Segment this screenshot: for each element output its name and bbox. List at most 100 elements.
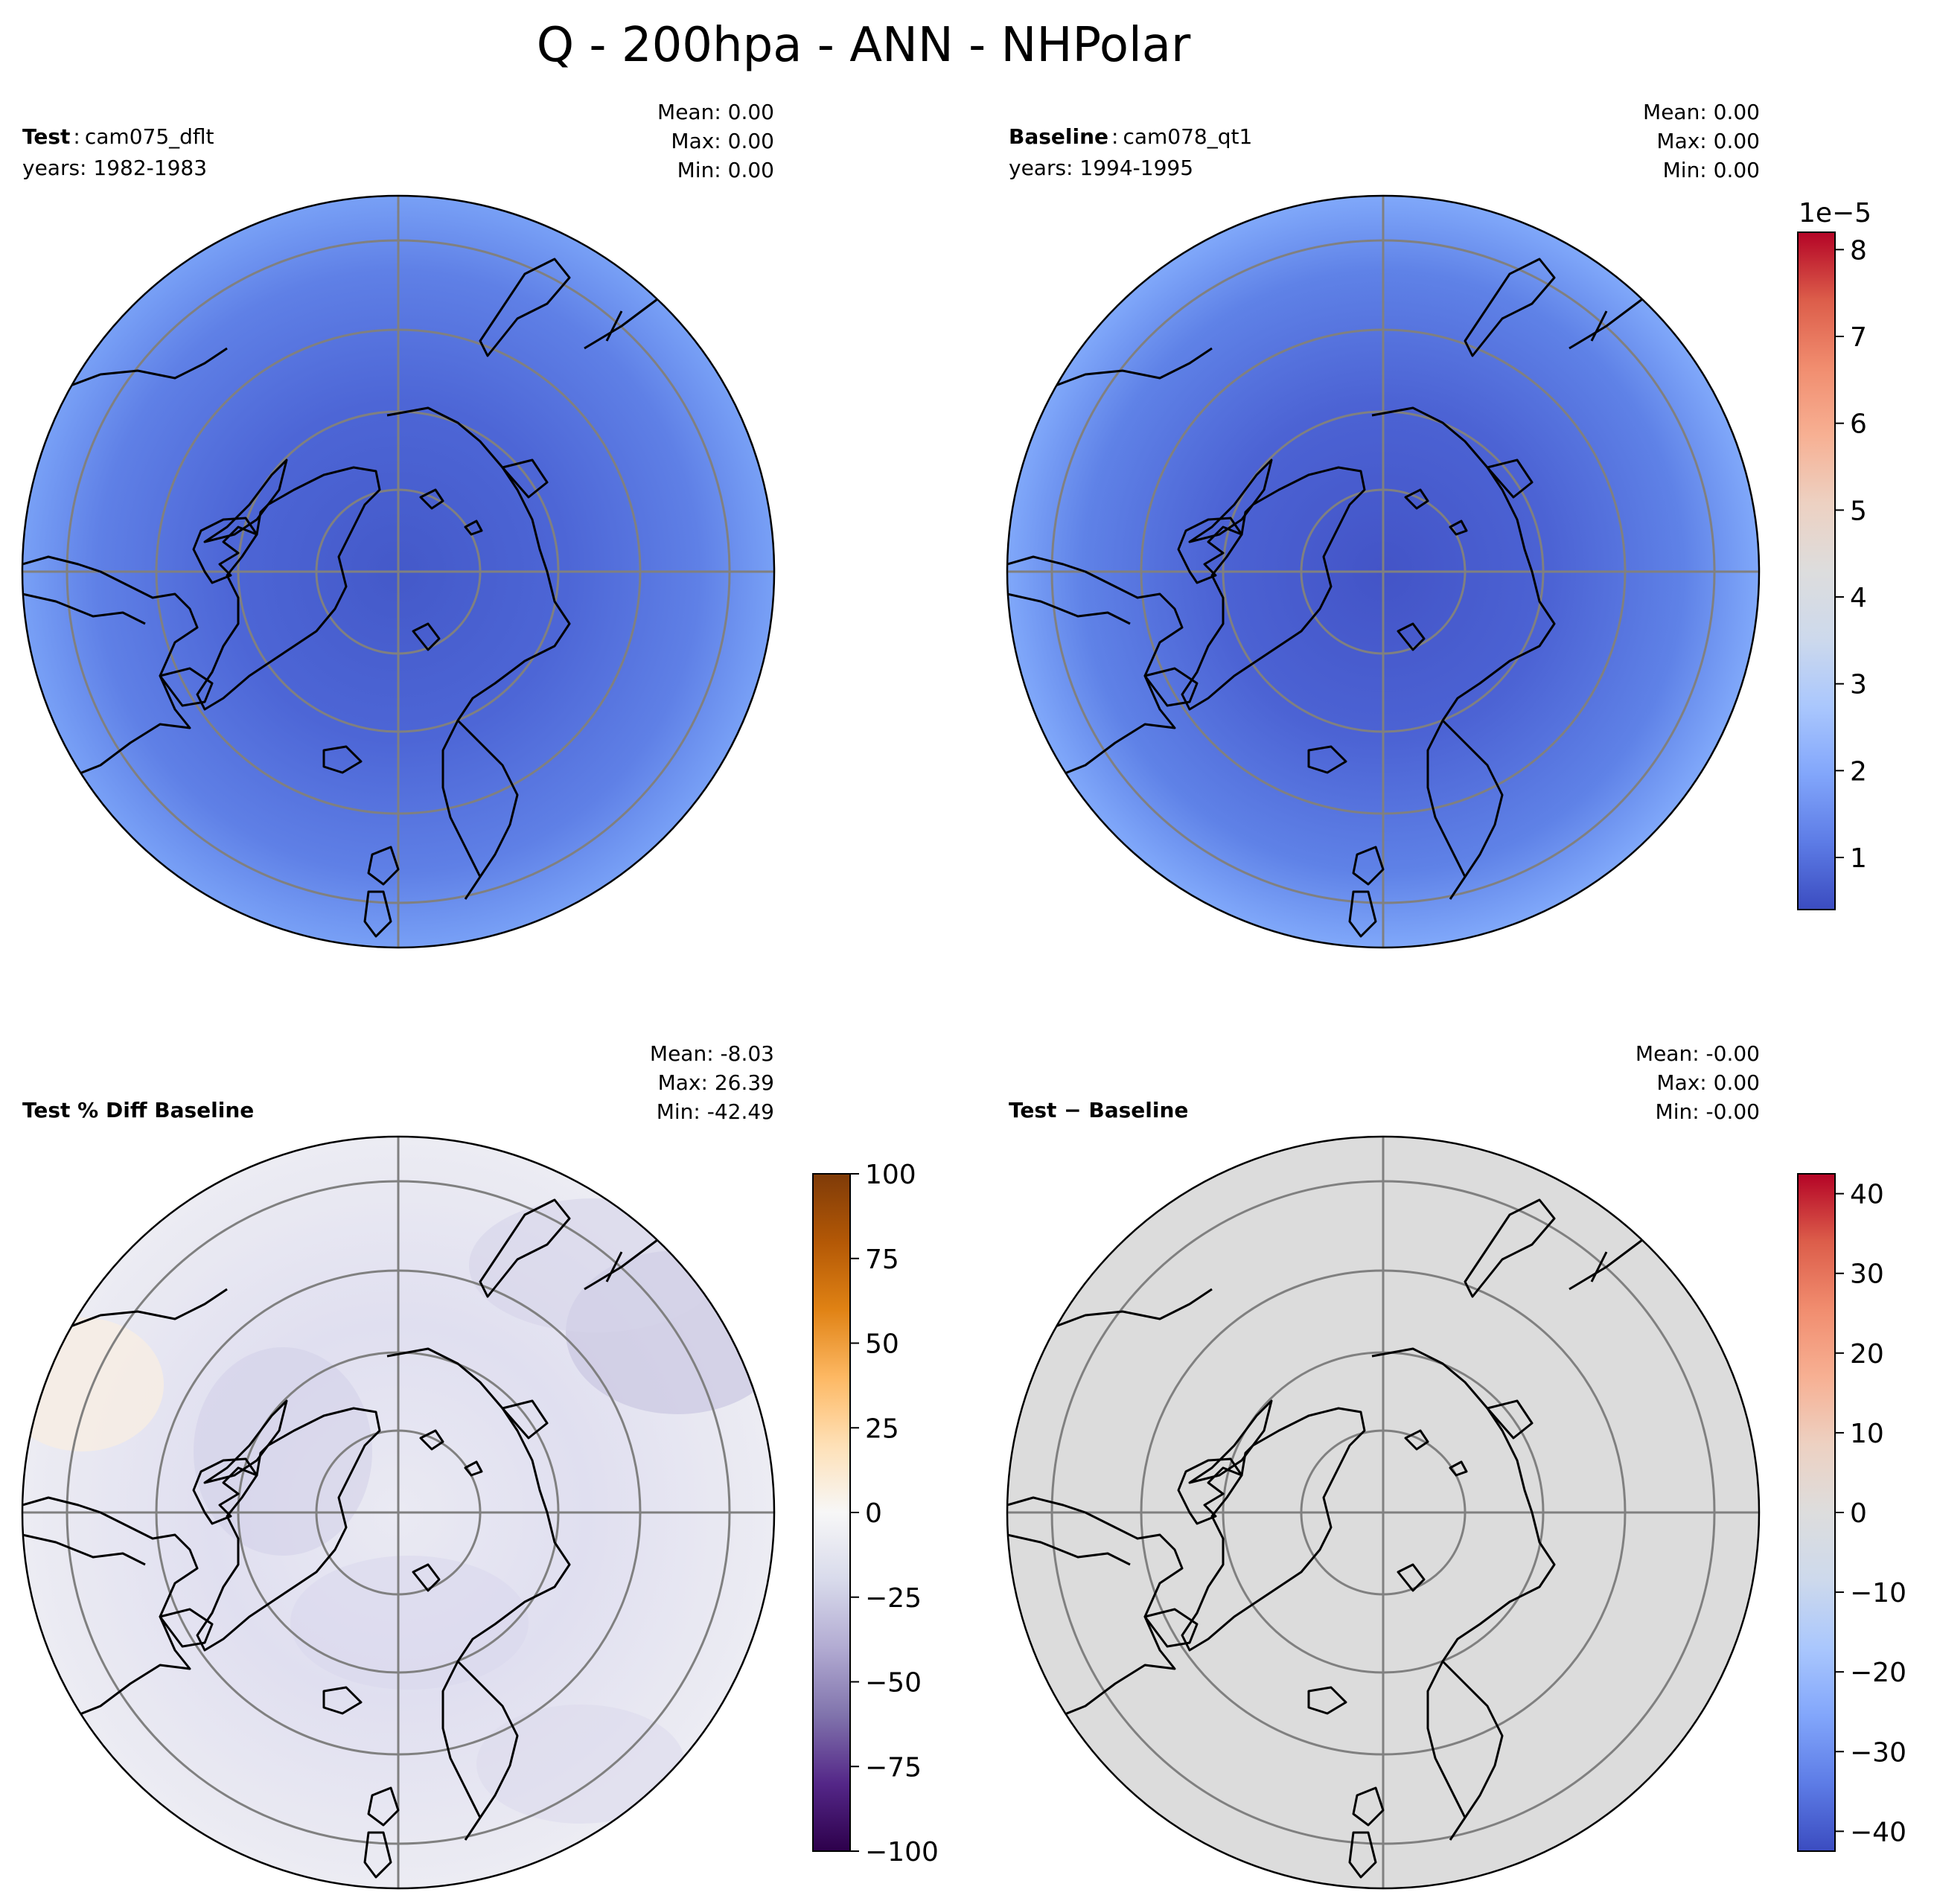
colorbar-tick-label: 10 — [1850, 1419, 1884, 1449]
coastlines — [22, 1198, 712, 1879]
panel-test-max: Max: 0.00 — [671, 129, 774, 153]
panel-baseline-title-bold: Baseline — [1009, 124, 1108, 149]
colorbar-tick-label: 0 — [1850, 1498, 1867, 1529]
panel-diff-mean: Mean: -0.00 — [1636, 1041, 1760, 1066]
coastline — [1397, 1563, 1426, 1592]
coastline — [1441, 719, 1504, 900]
colorbar-tick-label: 6 — [1850, 409, 1867, 440]
panel-baseline-boundary — [1006, 194, 1761, 949]
colorbar-tick-label: −50 — [865, 1668, 922, 1699]
panel-diff-max: Max: 0.00 — [1656, 1070, 1760, 1095]
colorbar-tick-label: 50 — [865, 1329, 899, 1360]
panel-diff-title: Test − Baseline — [1009, 1098, 1188, 1122]
coastline — [322, 745, 363, 774]
map-overlay — [22, 1137, 774, 1888]
panel-baseline-case: cam078_qt1 — [1123, 124, 1252, 149]
colorbar-tick-label: 3 — [1850, 670, 1867, 700]
panel-test-mean: Mean: 0.00 — [657, 100, 774, 124]
pct-diff-anomaly-n — [469, 1198, 722, 1332]
coastline — [386, 1347, 571, 1818]
coastline — [1143, 1608, 1199, 1648]
colorbar-tick-label: −30 — [1850, 1737, 1906, 1768]
coastline — [192, 1457, 258, 1525]
coastline — [1590, 1251, 1608, 1282]
pct-diff-anomaly-s — [290, 1556, 529, 1690]
coastline — [1348, 1831, 1377, 1879]
coastline — [1007, 1533, 1131, 1566]
coastline — [70, 1288, 228, 1328]
coastline — [367, 1786, 400, 1827]
map-overlay — [1007, 196, 1759, 948]
coastline — [1352, 846, 1385, 886]
coastline — [1404, 1429, 1429, 1451]
panel-test-years: years: 1982-1983 — [22, 156, 207, 180]
coastline — [203, 1399, 288, 1484]
coastlines — [1007, 258, 1697, 938]
colorbar-tick-label: −10 — [1850, 1578, 1906, 1609]
panel-test-title-sep: : — [73, 124, 80, 149]
panel-baseline-title-sep: : — [1111, 124, 1118, 149]
coastline — [1441, 1660, 1504, 1841]
coastline — [70, 347, 228, 387]
colorbar-ticks: 100 75 50 25 0 −25 −50 −75 −100 — [850, 1160, 939, 1868]
colorbar-tick-label: 1 — [1850, 843, 1867, 874]
coastline — [22, 1533, 146, 1566]
panel-test: Test: cam075_dflt years: 1982-1983 Mean: … — [21, 100, 776, 949]
coastline — [464, 520, 483, 536]
panel-test-min: Min: 0.00 — [677, 158, 774, 182]
panel-test-title: Test: cam075_dflt — [22, 124, 214, 149]
coastline — [322, 1686, 363, 1715]
panel-diff: Test − Baseline Mean: -0.00 Max: 0.00 Mi… — [1006, 1041, 1906, 1890]
coastline — [412, 622, 441, 651]
map-overlay — [1007, 1137, 1759, 1888]
coastline — [1307, 745, 1347, 774]
coastline — [412, 1563, 441, 1592]
coastline — [456, 719, 519, 900]
coastline — [1371, 1347, 1556, 1818]
colorbar-tick-label: 30 — [1850, 1259, 1884, 1290]
coastline — [1449, 520, 1468, 536]
colorbar-baseline: 1 2 3 4 5 6 7 8 1e−5 — [1797, 198, 1871, 910]
coastline — [196, 466, 381, 711]
coastline — [386, 406, 571, 878]
coastline — [456, 1660, 519, 1841]
coastline — [22, 592, 146, 625]
panel-pct-diff: Test % Diff Baseline Mean: -8.03 Max: 26… — [21, 1041, 939, 1890]
colorbar-tick-label: 100 — [865, 1160, 916, 1190]
colorbar-tick-label: −40 — [1850, 1817, 1906, 1847]
coastline — [192, 517, 258, 584]
panel-pct-diff-max: Max: 26.39 — [658, 1070, 774, 1095]
panel-baseline: Baseline: cam078_qt1 years: 1994-1995 Mea… — [1006, 100, 1871, 949]
colorbar-tick-label: −100 — [865, 1837, 939, 1868]
coastline — [1352, 1786, 1385, 1827]
coastline — [1404, 488, 1429, 510]
panel-diff-min: Min: -0.00 — [1656, 1099, 1760, 1124]
coastline — [1188, 1399, 1273, 1484]
coastline — [1177, 1457, 1243, 1525]
coastline — [479, 258, 571, 357]
pct-diff-anomaly-se — [476, 1705, 685, 1824]
panel-pct-diff-title: Test % Diff Baseline — [22, 1098, 254, 1122]
panel-pct-diff-min: Min: -42.49 — [657, 1099, 774, 1124]
coastline — [1007, 555, 1184, 789]
coastline — [419, 1429, 444, 1451]
colorbar-ticks: 1 2 3 4 5 6 7 8 — [1835, 235, 1867, 874]
coastline — [159, 667, 214, 707]
colorbar-diff-bar — [1797, 1173, 1836, 1852]
coastline — [1181, 1407, 1366, 1652]
colorbar-tick-label: 7 — [1850, 322, 1867, 353]
map-overlay — [22, 196, 774, 948]
panel-diff-map — [1006, 1135, 1761, 1890]
colorbar-tick-label: −75 — [865, 1752, 922, 1783]
colorbar-ticks: 40 30 20 10 0 −10 −20 −30 −40 — [1835, 1180, 1906, 1847]
coastline — [1181, 466, 1366, 711]
coastline — [1007, 592, 1131, 625]
panel-pct-diff-mean: Mean: -8.03 — [650, 1041, 774, 1066]
coastline — [1371, 406, 1556, 878]
coastline — [1143, 667, 1199, 707]
coastline — [605, 1251, 623, 1282]
colorbar-tick-label: 20 — [1850, 1339, 1884, 1370]
colorbar-baseline-bar — [1797, 231, 1836, 910]
colorbar-tick-label: 75 — [865, 1245, 899, 1275]
